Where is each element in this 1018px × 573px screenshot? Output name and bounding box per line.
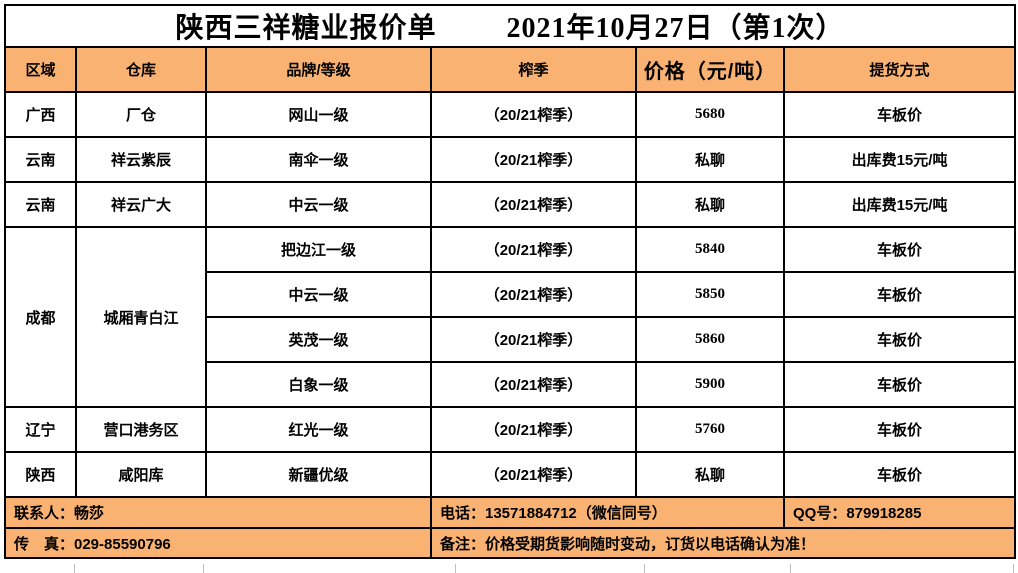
cell-season: （20/21榨季） [430,136,637,183]
table-header-row: 区域 仓库 品牌/等级 榨季 价格（元/吨） 提货方式 [4,46,1017,93]
cell-brand: 中云一级 [205,271,432,318]
gridline [203,564,204,573]
cell-brand: 网山一级 [205,91,432,138]
col-header-price: 价格（元/吨） [635,46,785,93]
gridline [1013,564,1014,573]
cell-delivery: 车板价 [782,361,1017,408]
gridline [790,564,791,573]
cell-season: （20/21榨季） [430,361,637,408]
cell-region: 广西 [4,91,77,138]
cell-warehouse: 祥云紫辰 [75,136,207,183]
cell-price: 5850 [635,271,785,318]
title-date: 2021年10月27日（第1次） [506,13,845,44]
table-row: 白象一级 （20/21榨季） 5900 车板价 [5,361,1017,408]
table-row: 成都 城厢青白江 把边江一级 （20/21榨季） 5840 车板价 [4,226,1017,408]
title-row: 陕西三祥糖业报价单 2021年10月27日（第1次） [3,4,1017,48]
cell-brand: 中云一级 [205,181,432,228]
cell-season: （20/21榨季） [430,451,637,498]
cell-season: （20/21榨季） [430,226,637,273]
footer-row-fax-note: 传 真：029-85590796 备注：价格受期货影响随时变动，订货以电话确认为… [4,527,1017,559]
cell-season: （20/21榨季） [430,91,637,138]
price-table: 陕西三祥糖业报价单 2021年10月27日（第1次） 区域 仓库 品牌/等级 榨… [3,4,1017,559]
table-row: 陕西 咸阳库 新疆优级 （20/21榨季） 私聊 车板价 [4,451,1017,498]
cell-season: （20/21榨季） [430,271,637,318]
cell-price: 私聊 [635,181,785,228]
footer-row-contact: 联系人：畅莎 电话：13571884712（微信同号） QQ号：87991828… [4,496,1017,529]
gridline [455,564,456,573]
cell-region: 辽宁 [4,406,77,453]
cell-region: 云南 [4,136,77,183]
table-row: 云南 祥云紫辰 南伞一级 （20/21榨季） 私聊 出库费15元/吨 [4,136,1017,183]
contact-person: 联系人：畅莎 [4,496,432,529]
table-row: 辽宁 营口港务区 红光一级 （20/21榨季） 5760 车板价 [4,406,1017,453]
cell-season: （20/21榨季） [430,181,637,228]
cell-brand: 新疆优级 [205,451,432,498]
cell-delivery: 车板价 [782,226,1017,273]
cell-delivery: 车板价 [782,451,1017,498]
cell-delivery: 出库费15元/吨 [782,136,1017,183]
cell-warehouse-merged: 城厢青白江 [75,226,207,408]
cell-price: 5840 [635,226,785,273]
table-row: 英茂一级 （20/21榨季） 5860 车板价 [5,316,1017,363]
cell-brand: 英茂一级 [205,316,432,363]
cell-brand: 红光一级 [205,406,432,453]
cell-warehouse: 厂仓 [75,91,207,138]
col-header-warehouse: 仓库 [75,46,207,93]
cell-brand: 白象一级 [205,361,432,408]
table-row: 中云一级 （20/21榨季） 5850 车板价 [5,271,1017,318]
cell-price: 私聊 [635,451,785,498]
cell-delivery: 车板价 [782,316,1017,363]
cell-delivery: 车板价 [782,91,1017,138]
cell-warehouse: 咸阳库 [75,451,207,498]
cell-price: 5900 [635,361,785,408]
cell-brand: 南伞一级 [205,136,432,183]
col-header-region: 区域 [4,46,77,93]
page-title: 陕西三祥糖业报价单 [175,13,437,44]
cell-delivery: 车板价 [782,271,1017,318]
contact-fax: 传 真：029-85590796 [4,527,432,559]
cell-region: 云南 [4,181,77,228]
col-header-season: 榨季 [430,46,637,93]
cell-delivery: 车板价 [782,406,1017,453]
table-row: 云南 祥云广大 中云一级 （20/21榨季） 私聊 出库费15元/吨 [4,181,1017,228]
cell-price: 5760 [635,406,785,453]
cell-price: 私聊 [635,136,785,183]
cell-region: 陕西 [4,451,77,498]
contact-phone: 电话：13571884712（微信同号） [430,496,785,529]
cell-region-merged: 成都 [4,226,77,408]
contact-qq: QQ号：879918285 [782,496,1017,529]
gridline [644,564,645,573]
cell-delivery: 出库费15元/吨 [782,181,1017,228]
title-cell: 陕西三祥糖业报价单 2021年10月27日（第1次） [3,4,1017,48]
cell-season: （20/21榨季） [430,316,637,363]
remark-note: 备注：价格受期货影响随时变动，订货以电话确认为准！ [429,527,1017,559]
cell-warehouse: 营口港务区 [75,406,207,453]
cell-season: （20/21榨季） [430,406,637,453]
gridline [74,564,75,573]
cell-price: 5860 [635,316,785,363]
cell-price: 5680 [635,91,785,138]
col-header-delivery: 提货方式 [782,46,1017,93]
excel-gridline-strip [0,564,1018,573]
col-header-brand: 品牌/等级 [205,46,432,93]
cell-brand: 把边江一级 [205,226,432,273]
cell-warehouse: 祥云广大 [75,181,207,228]
table-row: 广西 厂仓 网山一级 （20/21榨季） 5680 车板价 [4,91,1017,138]
